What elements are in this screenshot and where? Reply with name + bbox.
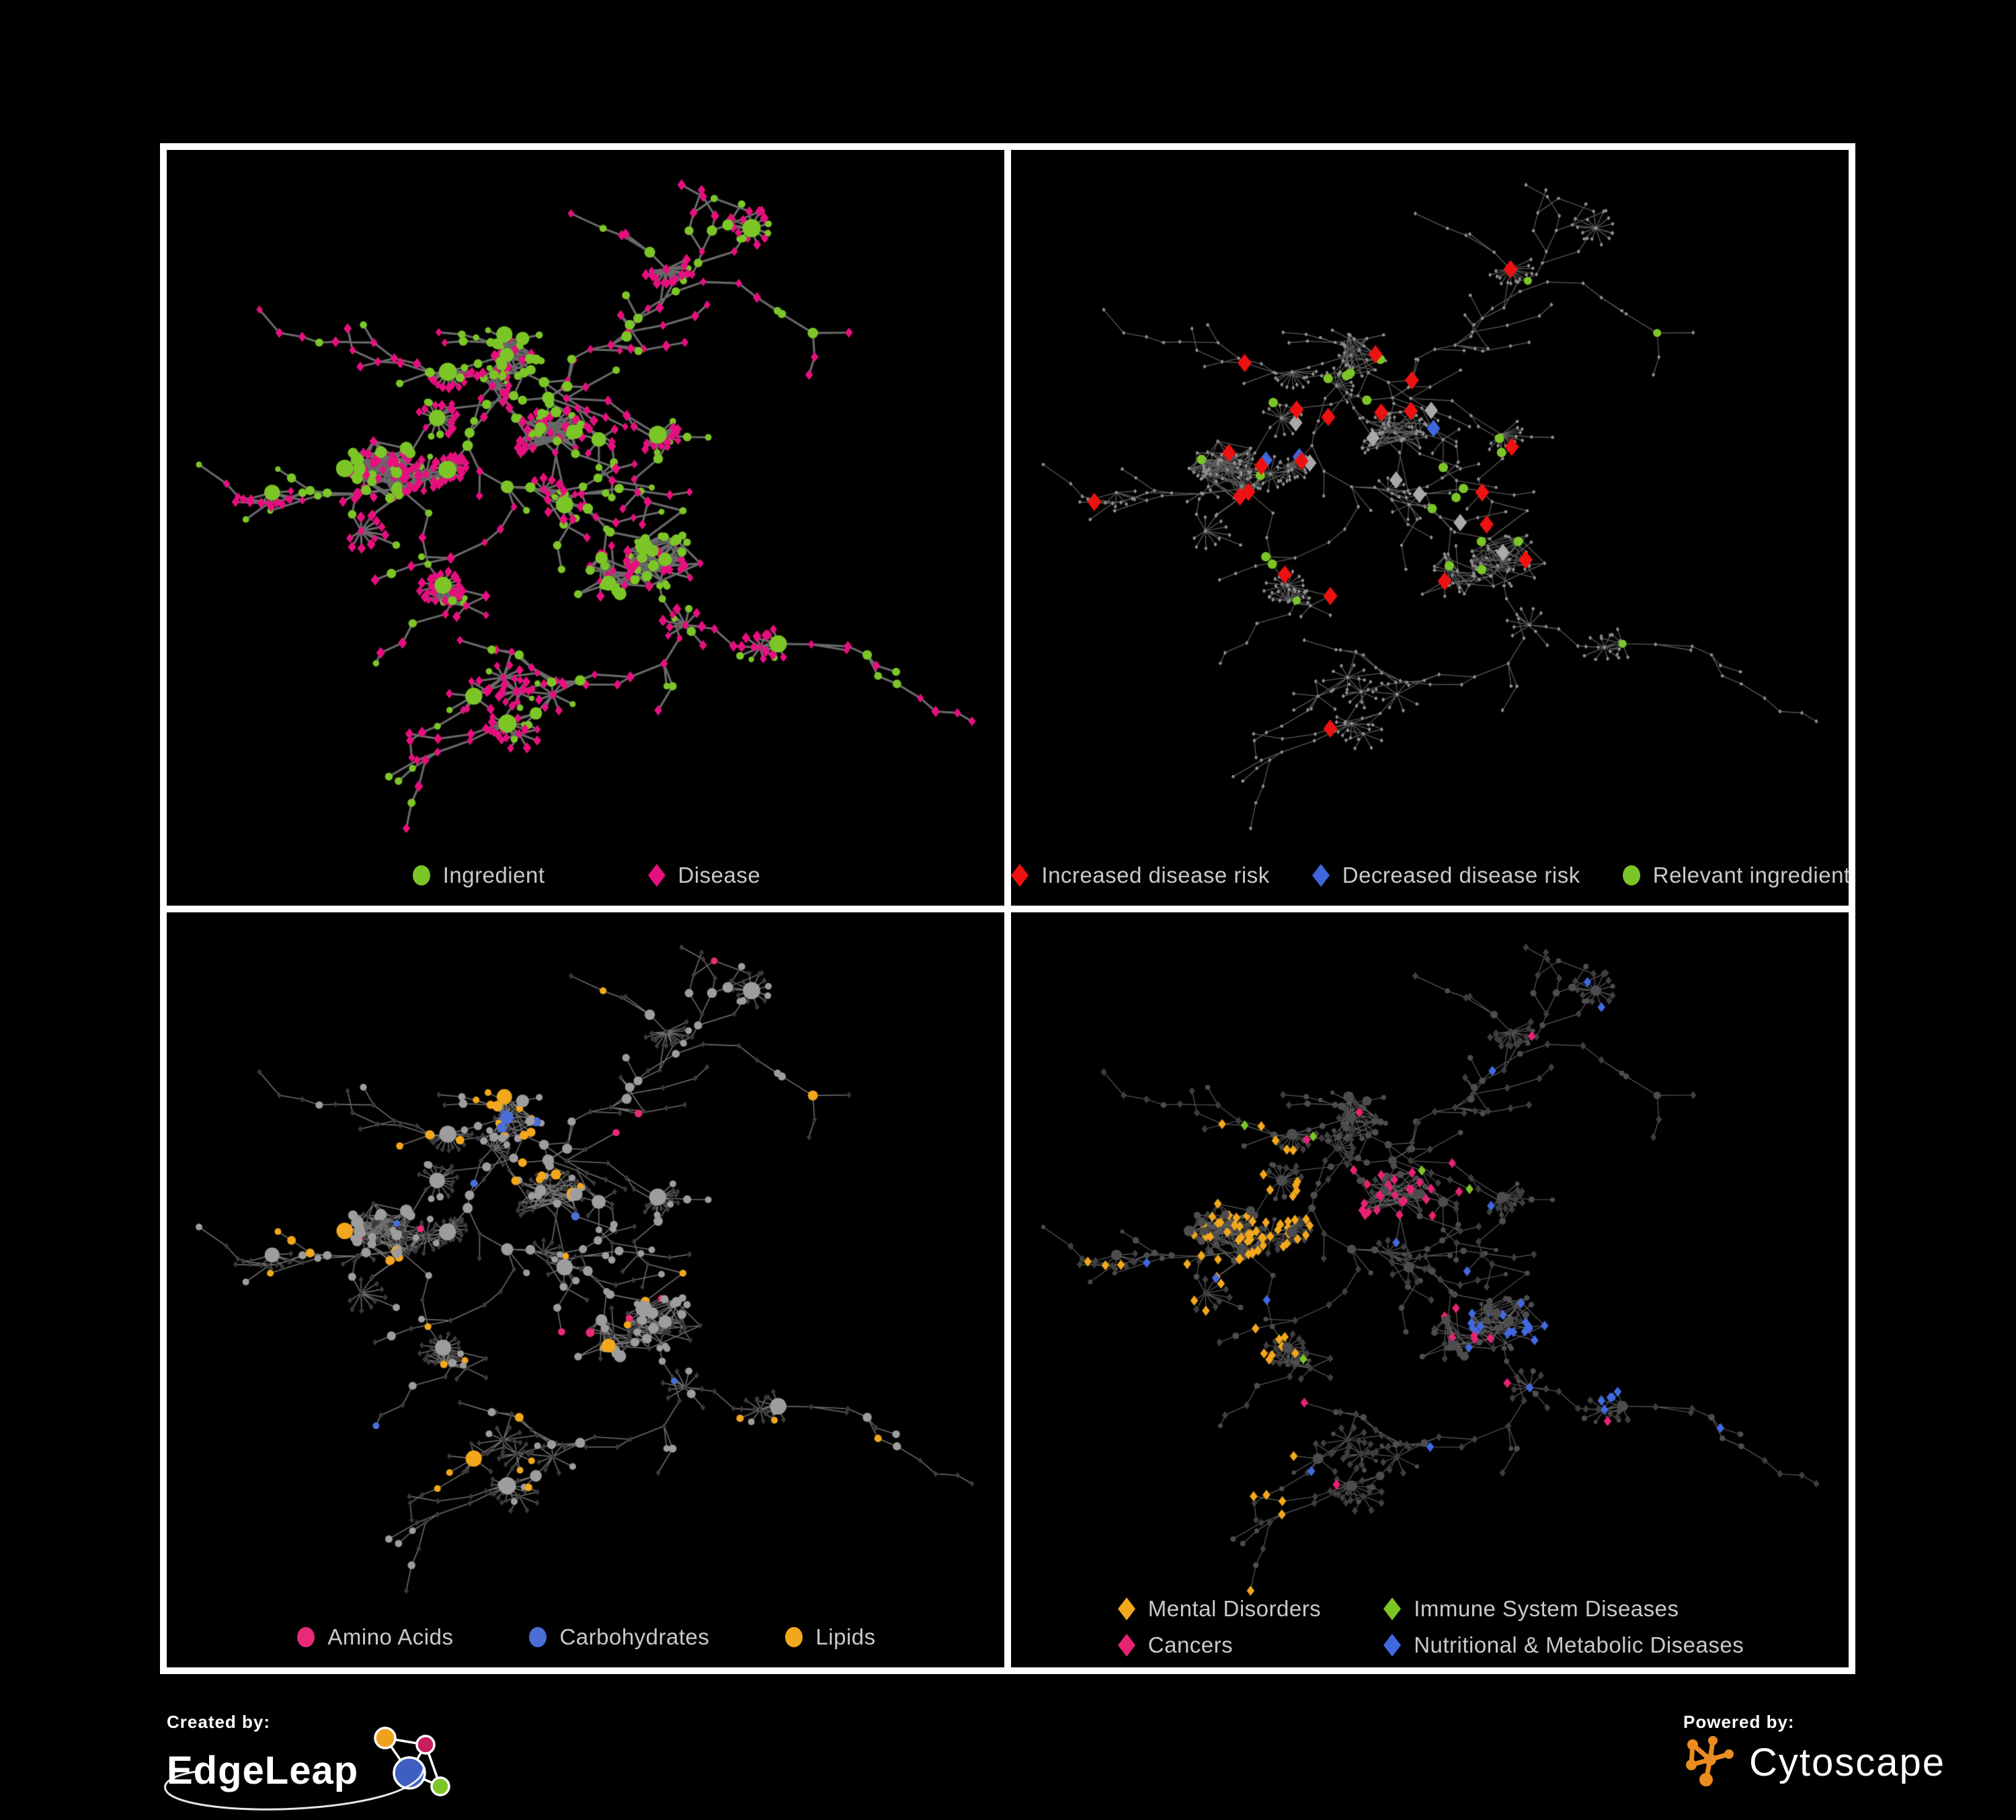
disease-category-legend: Mental Disorders Immune System Diseases Ca… (1011, 1596, 1849, 1658)
legend-item: Ingredient (411, 863, 545, 888)
disease-risk-legend: Increased disease risk Decreased disease … (1011, 863, 1849, 888)
legend-item: Amino Acids (295, 1624, 453, 1650)
legend-label: Amino Acids (327, 1624, 454, 1649)
legend-label: Nutritional & Metabolic Diseases (1414, 1632, 1744, 1657)
panel-macronutrients: Amino Acids Carbohydrates Lipids (167, 912, 1004, 1667)
diamond-marker-icon (1383, 1634, 1402, 1657)
legend-label: Carbohydrates (559, 1624, 710, 1649)
circle-marker-icon (297, 1627, 315, 1647)
legend-label: Immune System Diseases (1414, 1596, 1679, 1621)
legend-label: Lipids (815, 1624, 876, 1649)
diamond-marker-icon (1312, 863, 1330, 887)
legend-item: Increased disease risk (1011, 863, 1270, 888)
legend-label: Decreased disease risk (1342, 862, 1580, 887)
legend-item: Lipids (783, 1624, 875, 1650)
macronutrient-network-canvas (167, 912, 1004, 1615)
diamond-marker-icon (1117, 1634, 1135, 1657)
legend-label: Ingredient (442, 862, 545, 887)
diamond-marker-icon (1011, 863, 1029, 887)
ingredient-disease-network-canvas (167, 150, 1004, 853)
legend-label: Cancers (1147, 1632, 1234, 1657)
diamond-marker-icon (647, 863, 666, 887)
cytoscape-logo-icon (1686, 1736, 1734, 1786)
edgeleap-logo-icon (374, 1727, 450, 1796)
legend-item: Disease (646, 863, 761, 888)
legend-item: Carbohydrates (527, 1624, 709, 1650)
legend-item: Relevant ingredient (1621, 863, 1849, 888)
legend-item: Mental Disorders (1116, 1596, 1321, 1622)
panel-ingredient-disease: Ingredient Disease (167, 150, 1004, 906)
legend-item: Nutritional & Metabolic Diseases (1381, 1632, 1744, 1658)
panel-disease-risk: Increased disease risk Decreased disease … (1011, 150, 1849, 906)
cytoscape-wordmark: Cytoscape (1749, 1741, 1946, 1784)
network-figure-grid: Ingredient Disease Increased disease risk… (160, 143, 1855, 1674)
edgeleap-wordmark: EdgeLeap (167, 1749, 359, 1792)
created-by-label: Created by: (167, 1712, 271, 1732)
diamond-marker-icon (1383, 1597, 1402, 1620)
edgeleap-credit: Created by: EdgeLeap (164, 1712, 462, 1811)
circle-marker-icon (1622, 865, 1640, 885)
disease-category-network-canvas (1011, 912, 1849, 1615)
legend-label: Disease (678, 862, 761, 887)
legend-label: Mental Disorders (1147, 1596, 1322, 1621)
macronutrient-legend: Amino Acids Carbohydrates Lipids (167, 1624, 1004, 1650)
disease-risk-network-canvas (1011, 150, 1849, 853)
legend-item: Decreased disease risk (1310, 863, 1580, 888)
legend-label: Relevant ingredient (1652, 862, 1849, 887)
legend-label: Increased disease risk (1041, 862, 1270, 887)
legend-item: Immune System Diseases (1381, 1596, 1744, 1622)
cytoscape-credit: Powered by: Cytoscape (1683, 1712, 1945, 1792)
circle-marker-icon (529, 1627, 547, 1647)
legend-item: Cancers (1116, 1632, 1321, 1658)
panel-disease-categories: Mental Disorders Immune System Diseases Ca… (1011, 912, 1849, 1667)
circle-marker-icon (785, 1627, 803, 1647)
diamond-marker-icon (1117, 1597, 1135, 1620)
powered-by-label: Powered by: (1683, 1712, 1795, 1732)
circle-marker-icon (412, 865, 430, 885)
ingredient-disease-legend: Ingredient Disease (167, 863, 1004, 888)
